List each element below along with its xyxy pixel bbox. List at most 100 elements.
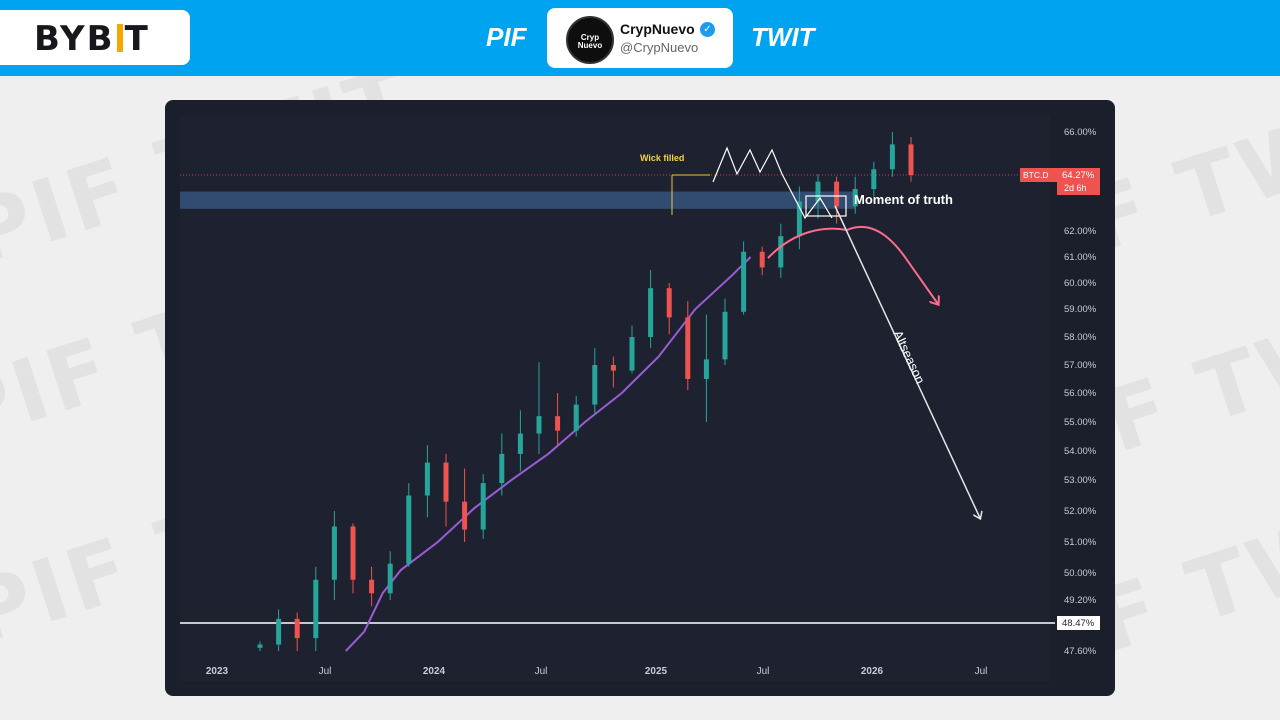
candle-body <box>666 288 672 318</box>
avatar: Cryp Nuevo <box>566 16 614 64</box>
brand-logo-bar <box>116 24 123 52</box>
candle-body <box>387 563 393 594</box>
y-tick-label: 58.00% <box>1064 332 1097 343</box>
candle <box>555 393 561 446</box>
candle <box>610 356 616 388</box>
candle-body <box>573 404 579 431</box>
candle <box>871 161 877 197</box>
candle <box>778 223 784 278</box>
candle <box>908 136 914 182</box>
candle <box>852 176 858 214</box>
candle <box>629 325 635 374</box>
candle <box>889 132 895 177</box>
candle <box>462 468 468 542</box>
candle-body <box>722 311 728 360</box>
x-tick-label: 2023 <box>206 666 229 677</box>
candle-body <box>592 365 598 405</box>
candle-body <box>685 317 691 379</box>
y-tick-label: 57.00% <box>1064 360 1097 371</box>
header-bar: BYB T PIF Cryp Nuevo CrypNuevo ✓ @CrypNue… <box>0 0 1280 76</box>
candle-body <box>852 189 858 207</box>
candle-body <box>703 359 709 379</box>
candle <box>276 609 282 651</box>
candle-body <box>331 526 337 580</box>
y-tick-label: 49.20% <box>1064 595 1097 606</box>
resistance-zone <box>180 191 855 209</box>
candle-body <box>778 236 784 268</box>
y-tick-label: 62.00% <box>1064 226 1097 237</box>
candle <box>331 511 337 600</box>
profile-card[interactable]: Cryp Nuevo CrypNuevo ✓ @CrypNuevo <box>547 8 733 68</box>
countdown-label: 2d 6h <box>1064 183 1087 193</box>
candle-body <box>610 365 616 371</box>
candle-body <box>294 618 300 639</box>
candle-body <box>759 251 765 268</box>
profile-name: CrypNuevo <box>620 21 695 37</box>
y-tick-label: 59.00% <box>1064 304 1097 315</box>
candle <box>722 298 728 365</box>
candle-body <box>369 579 375 594</box>
x-tick-label: 2026 <box>861 666 884 677</box>
brand-logo[interactable]: BYB T <box>0 10 190 65</box>
candle <box>741 241 747 315</box>
candle-body <box>443 462 449 502</box>
candle <box>759 246 765 276</box>
candle <box>499 433 505 496</box>
candle <box>387 551 393 600</box>
symbol-tag <box>1020 168 1057 182</box>
candle-body <box>424 462 430 496</box>
candle <box>257 641 263 651</box>
candle-body <box>908 144 914 175</box>
candle-body <box>834 181 840 207</box>
candle-body <box>276 618 282 645</box>
y-tick-label: 56.00% <box>1064 388 1097 399</box>
candle <box>350 523 356 594</box>
y-tick-label: 55.00% <box>1064 417 1097 428</box>
candle <box>313 566 319 651</box>
y-tick-label: 51.00% <box>1064 537 1097 548</box>
profile-handle: @CrypNuevo <box>620 40 699 55</box>
y-tick-label: 53.00% <box>1064 475 1097 486</box>
candle <box>685 301 691 391</box>
candle <box>517 410 523 472</box>
x-tick-label: Jul <box>757 666 770 677</box>
candle-body <box>741 251 747 312</box>
altseason-arrow <box>834 205 980 518</box>
candle-body <box>257 644 263 648</box>
candle-body <box>462 501 468 530</box>
wick-label: Wick filled <box>640 153 684 163</box>
candle-body <box>406 495 412 564</box>
candle-body <box>815 181 821 202</box>
candle <box>592 348 598 414</box>
candle <box>294 612 300 651</box>
support-tag <box>1057 616 1100 630</box>
y-tick-label: 47.60% <box>1064 646 1097 657</box>
candle <box>666 283 672 335</box>
candle <box>369 566 375 607</box>
y-tick-label: 50.00% <box>1064 568 1097 579</box>
candle <box>648 270 654 349</box>
candle <box>443 453 449 527</box>
avatar-text: Cryp Nuevo <box>577 33 603 50</box>
support-tag-label: 48.47% <box>1062 618 1095 629</box>
projection-arrow <box>767 225 938 304</box>
moment-label: Moment of truth <box>854 192 953 207</box>
y-tick-label: 52.00% <box>1064 506 1097 517</box>
price-label: 64.27% <box>1062 170 1095 181</box>
left-label: PIF <box>486 22 527 52</box>
candle-body <box>517 433 523 454</box>
projection-path <box>712 146 833 220</box>
candle-body <box>499 453 505 484</box>
candle-body <box>313 579 319 639</box>
candle <box>703 314 709 422</box>
candle-body <box>350 526 356 580</box>
candle-body <box>871 169 877 190</box>
brand-logo-text: BYB T <box>34 19 150 59</box>
candle <box>796 186 802 250</box>
moment-box <box>805 195 847 217</box>
symbol-label: BTC.D <box>1023 170 1049 180</box>
candle <box>424 445 430 518</box>
candle-body <box>629 337 635 371</box>
candle <box>536 362 542 454</box>
x-tick-label: Jul <box>319 666 332 677</box>
